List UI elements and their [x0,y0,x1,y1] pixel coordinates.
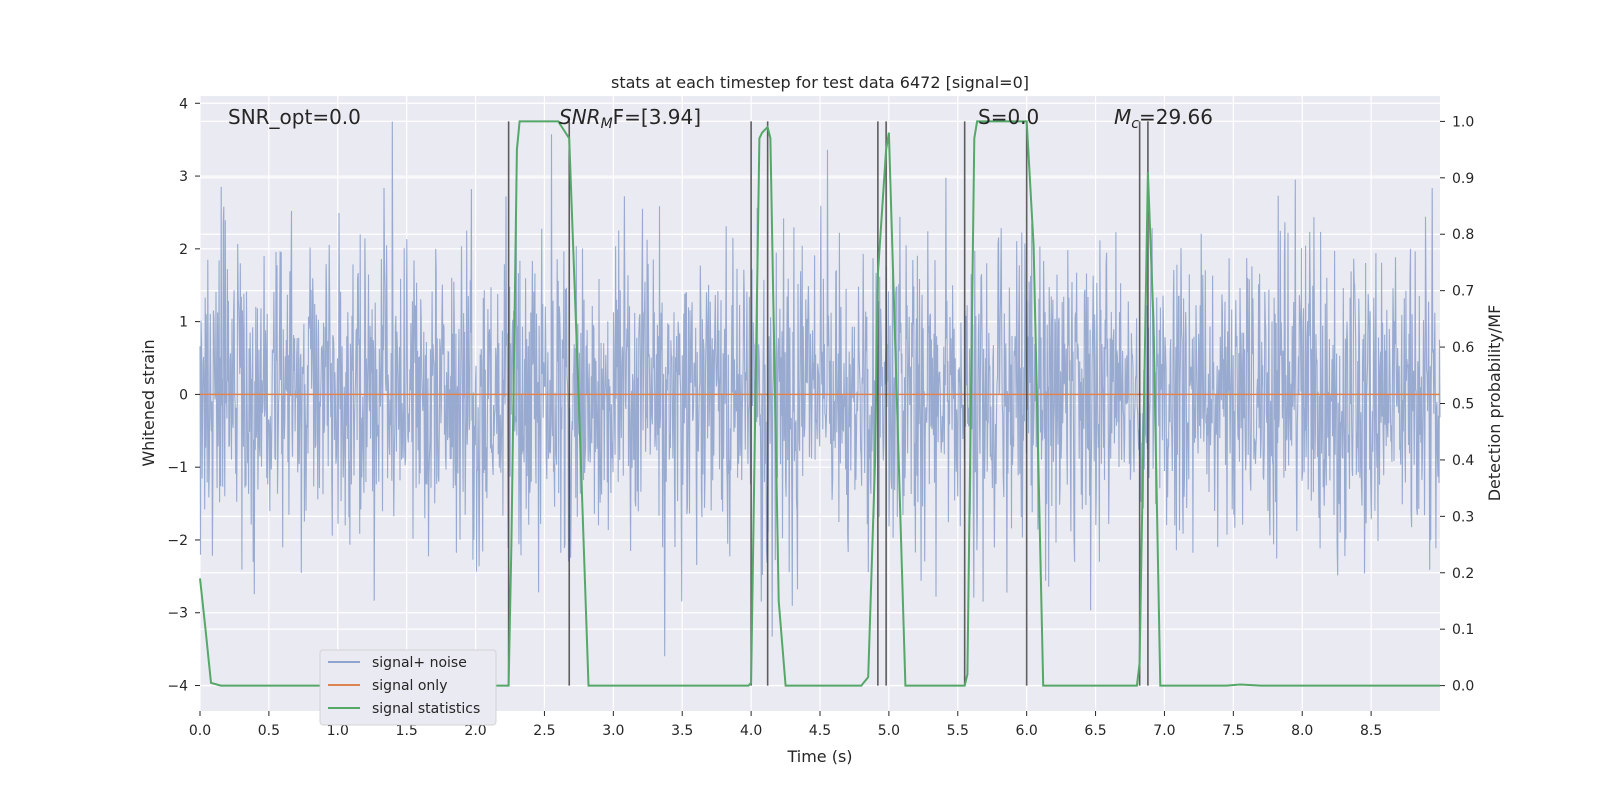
y-right-tick-label: 0.4 [1452,453,1474,469]
annotation-snr-opt: SNR_opt=0.0 [228,105,361,129]
chart-title: stats at each timestep for test data 647… [611,73,1029,92]
legend-box [319,649,497,726]
x-tick-label: 1.5 [396,723,418,739]
x-axis-ticks: 0.0 0.5 1.0 1.5 2.0 2.5 3.0 3.5 4.0 4.5 5.0 5.5 6.0 6… [189,711,1382,739]
y-left-tick-label: 0 [179,387,188,403]
annotation-mc: Mc=29.66 [1114,105,1213,132]
noise-line [199,121,1441,657]
x-tick-label: 7.5 [1222,723,1244,739]
x-tick-label: 5.5 [947,723,969,739]
x-tick-label: 2.5 [533,723,555,739]
y-right-tick-label: 0.5 [1452,397,1474,413]
y-axis-label-right: Detection probability/MF [1485,305,1504,502]
x-tick-label: 1.0 [327,723,349,739]
y-left-tick-label: −2 [167,533,188,549]
y-left-tick-label: −4 [167,679,188,695]
legend-label-signal-only: signal only [372,678,447,694]
y-right-tick-label: 0.6 [1452,340,1474,356]
annotation-mc-sub: c [1131,116,1139,132]
y-axis-label-left: Whitened strain [139,339,158,466]
annotation-mc-base: M [1114,105,1131,129]
x-tick-label: 7.0 [1153,723,1175,739]
legend-label-statistics: signal statistics [372,701,480,717]
y-left-tick-label: −3 [167,606,188,622]
y-right-tick-label: 1.0 [1452,114,1474,130]
y-right-tick-label: 0.1 [1452,622,1474,638]
x-tick-label: 0.5 [258,723,280,739]
x-axis-label: Time (s) [786,747,852,766]
y-right-tick-label: 0.9 [1452,171,1474,187]
annotation-snr-mf-value: F=[3.94] [613,105,701,129]
y-left-tick-label: 3 [179,169,188,185]
x-tick-label: 6.0 [1016,723,1038,739]
y-left-tick-label: −1 [167,460,188,476]
annotation-mc-value: =29.66 [1139,105,1213,129]
y-right-ticks: 0.0 0.1 0.2 0.3 0.4 0.5 0.6 0.7 0.8 0.9 1.0 [1440,114,1474,695]
y-left-ticks: −4 −3 −2 −1 0 1 2 3 4 [167,96,200,695]
annotation-snr-mf-sub: M [601,116,613,132]
y-right-tick-label: 0.7 [1452,284,1474,300]
x-tick-label: 3.0 [602,723,624,739]
x-tick-label: 2.0 [464,723,486,739]
x-tick-label: 4.0 [740,723,762,739]
x-tick-label: 3.5 [671,723,693,739]
y-left-tick-label: 2 [179,242,188,258]
y-right-tick-label: 0.3 [1452,509,1474,525]
x-tick-label: 8.5 [1360,723,1382,739]
y-left-tick-label: 1 [179,315,188,331]
y-right-tick-label: 0.0 [1452,679,1474,695]
x-tick-label: 4.5 [809,723,831,739]
x-tick-label: 8.0 [1291,723,1313,739]
x-tick-label: 0.0 [189,723,211,739]
statistics-series [199,120,1440,687]
y-right-tick-label: 0.8 [1452,227,1474,243]
x-tick-label: 5.0 [878,723,900,739]
noise-series [199,121,1441,657]
y-left-tick-label: 4 [179,96,188,112]
statistics-line [199,120,1440,687]
x-tick-label: 6.5 [1084,723,1106,739]
annotation-snr-mf-base: SNR [559,105,601,129]
annotation-s: S=0.0 [978,105,1039,129]
legend: signal+ noise signal only signal statist… [319,649,497,726]
legend-label-noise: signal+ noise [372,655,467,671]
annotation-snr-mf: SNRMF=[3.94] [559,105,701,132]
y-right-tick-label: 0.2 [1452,566,1474,582]
